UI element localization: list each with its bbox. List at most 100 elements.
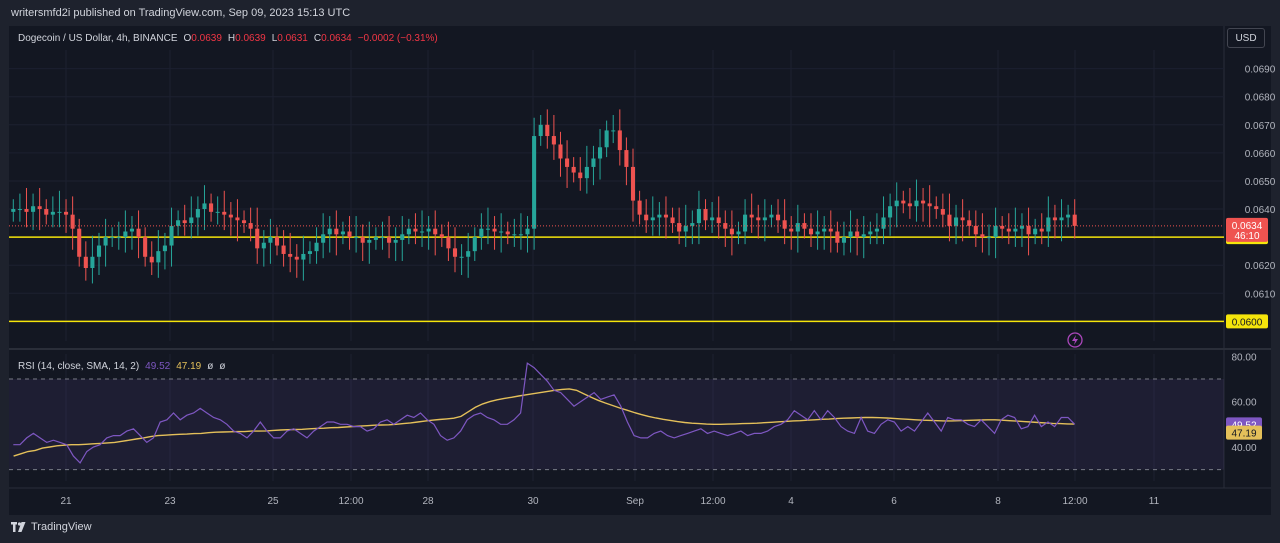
currency-button[interactable]: USD <box>1227 28 1265 48</box>
candle-body <box>433 228 438 235</box>
candle-body <box>44 209 49 215</box>
candle-body <box>380 237 385 239</box>
candle-body <box>953 217 959 226</box>
candle-body <box>637 200 642 215</box>
candle-body <box>248 223 253 229</box>
candle-body <box>327 228 332 235</box>
rsi-legend: RSI (14, close, SMA, 14, 2) 49.52 47.19 … <box>18 361 225 372</box>
candle-body <box>518 234 523 236</box>
open-value: 0.0639 <box>191 33 222 44</box>
rsi-legend-extra-2: ø <box>219 361 226 372</box>
candle-body <box>57 211 62 213</box>
candle-body <box>103 237 108 246</box>
published-text: writersmfd2i published on TradingView.co… <box>11 7 351 19</box>
rsi-sma-label: 47.19 <box>1231 429 1256 440</box>
tradingview-brand: TradingView <box>31 521 92 533</box>
candle-body <box>1019 225 1025 229</box>
candle-body <box>294 256 299 260</box>
candle-body <box>874 228 879 232</box>
time-tick-label: 21 <box>60 496 72 507</box>
tradingview-logo[interactable]: TradingView <box>11 521 92 533</box>
candle-body <box>624 150 629 167</box>
candle-body <box>222 211 227 215</box>
candle-body <box>538 124 543 137</box>
high-value: 0.0639 <box>235 33 266 44</box>
candle-body <box>31 206 36 212</box>
publisher-bar: writersmfd2i published on TradingView.co… <box>0 0 1280 26</box>
candle-body <box>90 256 95 268</box>
candle-body <box>1059 217 1064 221</box>
candle-body <box>360 237 365 243</box>
candle-body <box>934 206 939 210</box>
candle-body <box>419 231 425 233</box>
candle-body <box>116 237 121 239</box>
candle-body <box>940 209 945 215</box>
candle-body <box>426 228 431 232</box>
price-tick-label: 0.0660 <box>1245 149 1276 160</box>
candle-body <box>828 228 833 232</box>
candle-body <box>466 251 471 257</box>
time-tick-label: 11 <box>1149 496 1160 507</box>
low-label: L <box>271 33 278 44</box>
last-price-label: 0.0634 <box>1232 221 1263 232</box>
candle-body <box>209 203 214 212</box>
candle-body <box>703 209 708 221</box>
candle-body <box>439 234 444 238</box>
candle-body <box>762 217 767 221</box>
time-tick-label: 12:00 <box>1062 496 1087 507</box>
candle-body <box>756 217 761 221</box>
candle-body <box>354 237 359 239</box>
candle-body <box>729 228 734 235</box>
candle-body <box>736 231 741 235</box>
candle-body <box>367 239 372 243</box>
candle-body <box>683 225 688 232</box>
candle-body <box>499 231 504 233</box>
candle-body <box>63 211 69 215</box>
candle-body <box>848 231 853 238</box>
candle-body <box>597 147 603 159</box>
candle-body <box>176 220 181 226</box>
symbol-label[interactable]: Dogecoin / US Dollar, 4h, BINANCE <box>18 33 178 44</box>
candle-body <box>96 245 102 257</box>
candle-body <box>861 234 866 238</box>
rsi-line <box>13 362 1076 464</box>
candle-body <box>202 203 207 210</box>
candle-body <box>387 237 392 243</box>
candle-body <box>716 217 721 224</box>
rsi-title[interactable]: RSI (14, close, SMA, 14, 2) <box>18 361 140 372</box>
candle-body <box>1039 228 1044 232</box>
candle-body <box>630 166 636 201</box>
candle-body <box>986 237 992 239</box>
candle-body <box>446 237 451 249</box>
candle-body <box>288 253 293 257</box>
candle-body <box>868 231 873 235</box>
candle-body <box>723 223 728 229</box>
rsi-legend-value: 49.52 <box>145 361 171 372</box>
candle-body <box>967 220 972 226</box>
candle-body <box>334 228 339 235</box>
time-tick-label: 28 <box>422 496 434 507</box>
candle-body <box>393 239 398 243</box>
candle-body <box>413 228 418 232</box>
candle-body <box>696 209 701 224</box>
candle-body <box>17 209 22 211</box>
price-tick-label: 0.0640 <box>1245 205 1276 216</box>
candle-body <box>50 211 55 215</box>
chart-area[interactable] <box>9 26 1271 515</box>
candle-body <box>492 228 497 232</box>
candle-body <box>525 228 530 235</box>
candle-body <box>241 220 247 224</box>
price-tick-label: 0.0650 <box>1245 177 1276 188</box>
candle-body <box>617 130 622 151</box>
rsi-tick-label: 40.00 <box>1231 443 1256 454</box>
time-tick-label: 12:00 <box>700 496 725 507</box>
time-tick-label: 30 <box>527 496 539 507</box>
candle-body <box>894 200 899 207</box>
candle-body <box>1046 217 1051 232</box>
level-price-tag <box>1226 314 1268 329</box>
candle-body <box>1066 214 1071 218</box>
candle-body <box>373 237 378 240</box>
candle-body <box>1052 217 1057 221</box>
candle-body <box>815 231 820 235</box>
